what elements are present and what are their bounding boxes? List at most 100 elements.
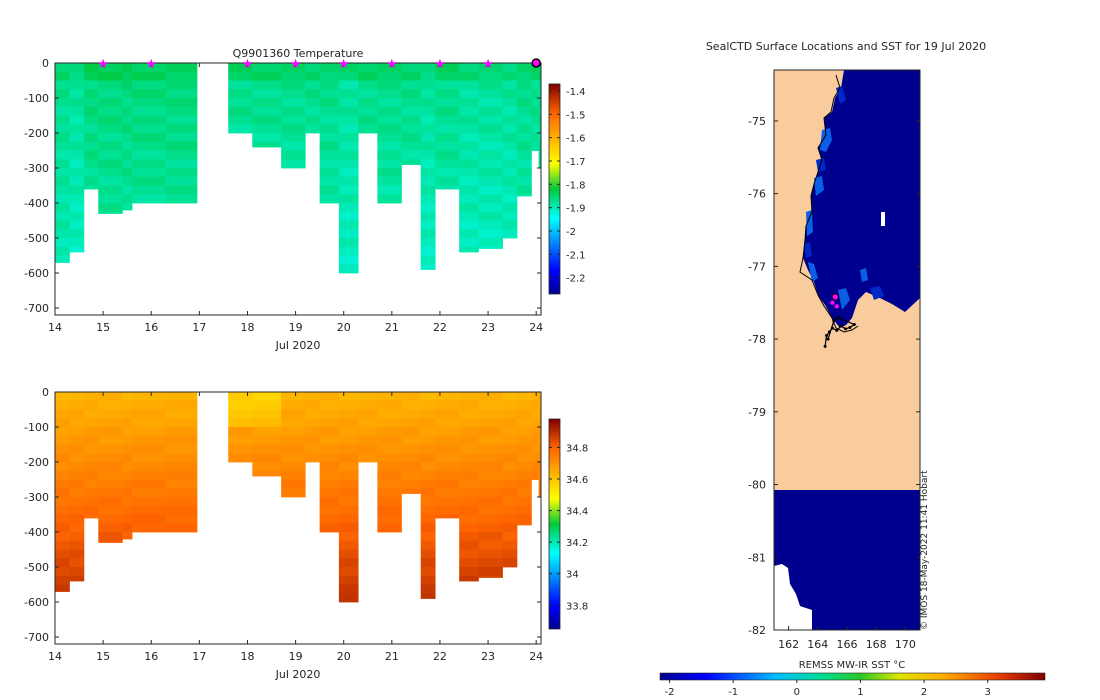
y-tick-label: -300 bbox=[24, 162, 49, 175]
salinity-cell bbox=[459, 444, 479, 454]
salinity-cell bbox=[98, 418, 123, 428]
salinity-cell bbox=[420, 462, 436, 472]
temperature-cell bbox=[131, 115, 167, 125]
temperature-cell bbox=[131, 106, 167, 116]
salinity-cell bbox=[377, 523, 402, 533]
temperature-cell bbox=[516, 124, 532, 134]
temperature-cell bbox=[459, 106, 479, 116]
salinity-cell bbox=[538, 418, 541, 428]
temperature-cell bbox=[319, 185, 340, 195]
temperature-cell bbox=[435, 80, 460, 90]
salinity-cell bbox=[478, 479, 503, 489]
temperature-cell bbox=[538, 124, 541, 134]
temperature-cell bbox=[502, 71, 518, 81]
temperature-cell bbox=[122, 141, 133, 151]
salinity-cell bbox=[338, 584, 359, 594]
x-tick-label: 16 bbox=[144, 650, 158, 663]
sst-map-panel: SealCTD Surface Locations and SST for 19… bbox=[659, 40, 1046, 698]
surface-position-markers: ★ ★ ★ ★ ★ ★ ★ ★ bbox=[97, 57, 541, 72]
temperature-cell bbox=[516, 159, 532, 169]
temperature-cell bbox=[252, 141, 282, 148]
temperature-cell bbox=[69, 106, 85, 116]
temperature-cell bbox=[69, 80, 85, 90]
temperature-cell bbox=[55, 106, 70, 116]
salinity-cell bbox=[55, 470, 70, 480]
temperature-cell bbox=[435, 98, 460, 108]
colorbar-tick-label: 34.8 bbox=[566, 443, 588, 454]
salinity-cell bbox=[502, 549, 518, 559]
salinity-cell bbox=[531, 470, 539, 480]
temperature-cell bbox=[516, 185, 532, 195]
temperature-cell bbox=[420, 211, 436, 221]
temperature-cell bbox=[131, 71, 167, 81]
salinity-cell bbox=[435, 435, 460, 445]
salinity-cell bbox=[420, 435, 436, 445]
salinity-cell bbox=[459, 514, 479, 524]
temperature-cell bbox=[478, 229, 503, 239]
temperature-cell bbox=[83, 106, 99, 116]
salinity-cell bbox=[228, 400, 253, 410]
salinity-cell bbox=[401, 453, 422, 463]
salinity-cell bbox=[516, 462, 532, 472]
temperature-cell bbox=[420, 229, 436, 239]
temperature-cell bbox=[377, 194, 402, 204]
salinity-cell bbox=[69, 427, 85, 437]
temperature-cell bbox=[55, 115, 70, 125]
temperature-cell bbox=[165, 115, 198, 125]
salinity-cell bbox=[401, 470, 422, 480]
salinity-cell bbox=[516, 505, 532, 515]
salinity-cell bbox=[502, 427, 518, 437]
temperature-cell bbox=[377, 63, 402, 73]
salinity-cell bbox=[377, 400, 402, 410]
temperature-cell bbox=[478, 141, 503, 151]
salinity-cell bbox=[131, 497, 167, 507]
temperature-cell bbox=[69, 63, 85, 73]
temperature-cell bbox=[478, 80, 503, 90]
map-y-tick-label: -79 bbox=[748, 406, 766, 419]
temperature-cell bbox=[319, 89, 340, 99]
temperature-cell bbox=[538, 98, 541, 108]
temperature-cell bbox=[69, 141, 85, 151]
temperature-cell bbox=[358, 80, 378, 90]
temperature-cell bbox=[252, 133, 282, 143]
temperature-cell bbox=[55, 124, 70, 134]
temperature-cell bbox=[98, 71, 123, 81]
x-tick-label: 17 bbox=[192, 650, 206, 663]
salinity-cell bbox=[55, 567, 70, 577]
salinity-cell bbox=[502, 409, 518, 419]
temperature-cell bbox=[165, 168, 198, 178]
temperature-cell bbox=[305, 80, 321, 90]
temperature-cell bbox=[420, 185, 436, 195]
temperature-cell bbox=[98, 203, 123, 213]
salinity-cell bbox=[516, 497, 532, 507]
salinity-cell bbox=[83, 435, 99, 445]
temperature-cell bbox=[516, 176, 532, 186]
salinity-cell bbox=[165, 427, 198, 437]
map-y-tick-label: -78 bbox=[748, 333, 766, 346]
salinity-cell bbox=[538, 444, 541, 454]
salinity-cell bbox=[252, 392, 282, 402]
salinity-cell bbox=[420, 427, 436, 437]
temperature-cell bbox=[478, 168, 503, 178]
salinity-cell bbox=[502, 462, 518, 472]
salinity-cell bbox=[122, 514, 133, 524]
temperature-cell bbox=[55, 211, 70, 221]
salinity-cell bbox=[305, 409, 321, 419]
temperature-cell bbox=[131, 176, 167, 186]
colorbar-tick-label: 34.2 bbox=[566, 538, 588, 549]
salinity-cell bbox=[281, 462, 306, 472]
salinity-cell bbox=[319, 427, 340, 437]
salinity-cell bbox=[165, 497, 198, 507]
temperature-cell bbox=[435, 63, 460, 73]
temperature-cell bbox=[305, 63, 321, 73]
salinity-cell bbox=[165, 470, 198, 480]
temperature-cell bbox=[319, 98, 340, 108]
sst-colorbar-ticks: -2 -1 0 1 2 3 bbox=[665, 680, 991, 698]
salinity-cell bbox=[165, 523, 198, 533]
temperature-cell bbox=[165, 98, 198, 108]
temperature-cell bbox=[420, 80, 436, 90]
temperature-cell bbox=[531, 115, 539, 125]
temperature-cell bbox=[83, 71, 99, 81]
temperature-cell bbox=[131, 168, 167, 178]
map-y-axis: -75 -76 -77 -78 -79 -80 -81 -82 bbox=[748, 115, 920, 637]
